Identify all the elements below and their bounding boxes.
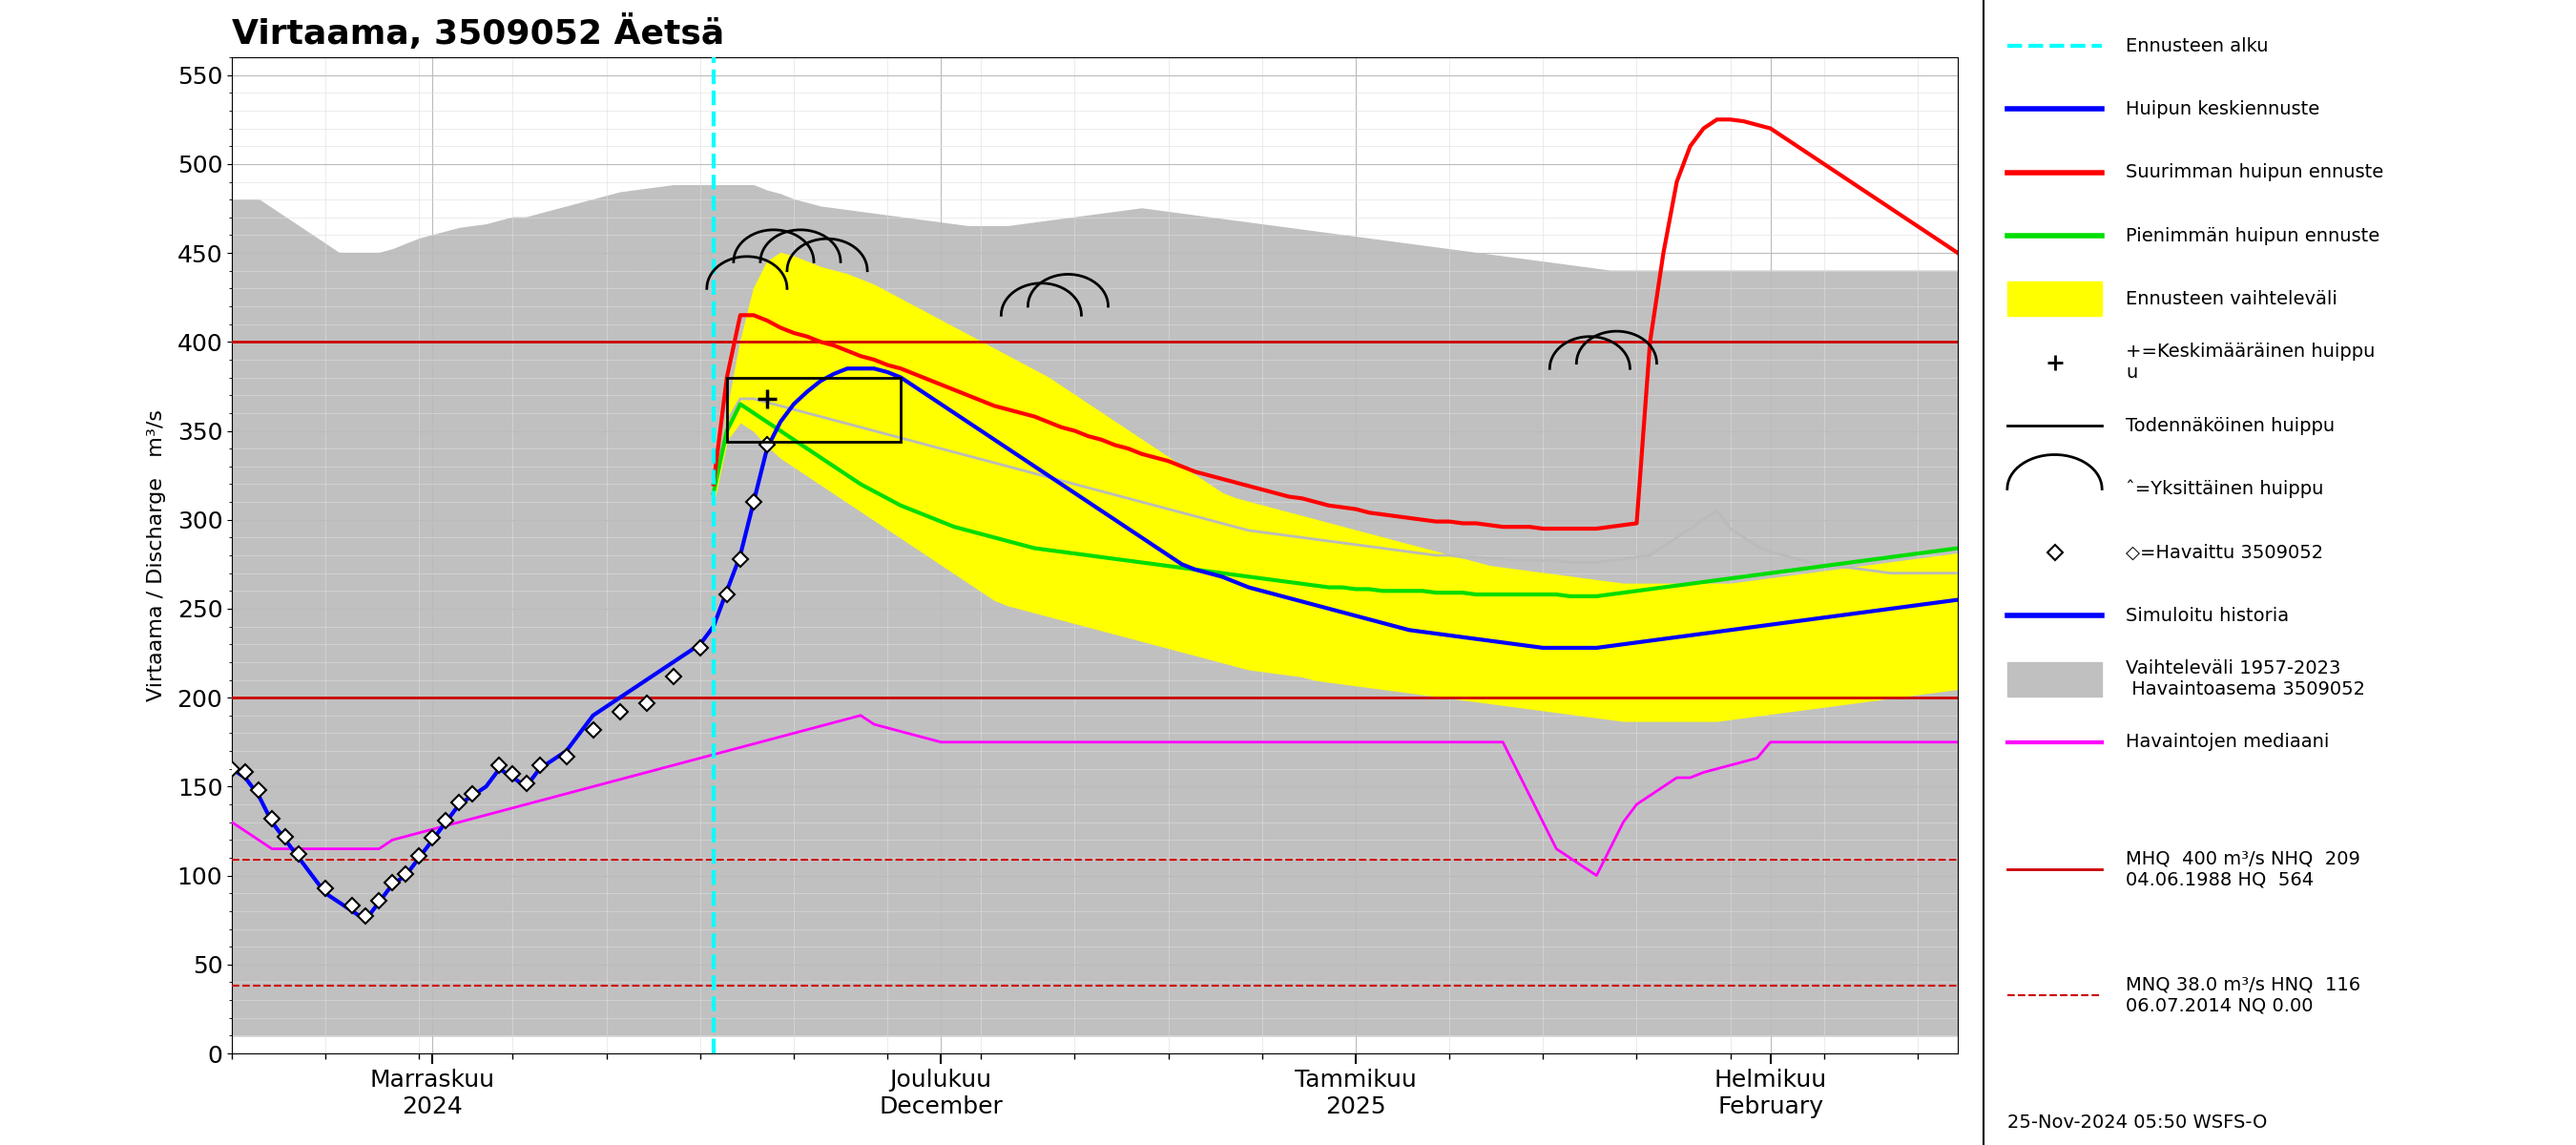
- Text: Huipun keskiennuste: Huipun keskiennuste: [2125, 100, 2318, 118]
- Text: Vaihteleväli 1957-2023
 Havaintoasema 3509052: Vaihteleväli 1957-2023 Havaintoasema 350…: [2125, 660, 2365, 698]
- Text: +=Keskimääräinen huippu
u: +=Keskimääräinen huippu u: [2125, 342, 2375, 382]
- Text: Ennusteen vaihteleväli: Ennusteen vaihteleväli: [2125, 290, 2336, 308]
- Text: 25-Nov-2024 05:50 WSFS-O: 25-Nov-2024 05:50 WSFS-O: [2007, 1113, 2267, 1131]
- Y-axis label: Virtaama / Discharge   m³/s: Virtaama / Discharge m³/s: [147, 409, 167, 701]
- Text: Todennäköinen huippu: Todennäköinen huippu: [2125, 417, 2334, 435]
- Text: Ennusteen alku: Ennusteen alku: [2125, 37, 2269, 55]
- Text: Havaintojen mediaani: Havaintojen mediaani: [2125, 733, 2329, 751]
- Bar: [2007, 282, 2102, 316]
- Bar: [726, 378, 902, 442]
- Text: MHQ  400 m³/s NHQ  209
04.06.1988 HQ  564: MHQ 400 m³/s NHQ 209 04.06.1988 HQ 564: [2125, 850, 2360, 889]
- Text: ◇=Havaittu 3509052: ◇=Havaittu 3509052: [2125, 543, 2324, 561]
- Text: Simuloitu historia: Simuloitu historia: [2125, 607, 2290, 625]
- Text: ˆ=Yksittäinen huippu: ˆ=Yksittäinen huippu: [2125, 480, 2324, 498]
- Text: Suurimman huipun ennuste: Suurimman huipun ennuste: [2125, 164, 2383, 182]
- Bar: [2007, 662, 2102, 696]
- Text: MNQ 38.0 m³/s HNQ  116
06.07.2014 NQ 0.00: MNQ 38.0 m³/s HNQ 116 06.07.2014 NQ 0.00: [2125, 976, 2360, 1014]
- Text: Pienimmän huipun ennuste: Pienimmän huipun ennuste: [2125, 227, 2380, 245]
- Text: Virtaama, 3509052 Äetsä: Virtaama, 3509052 Äetsä: [232, 15, 724, 50]
